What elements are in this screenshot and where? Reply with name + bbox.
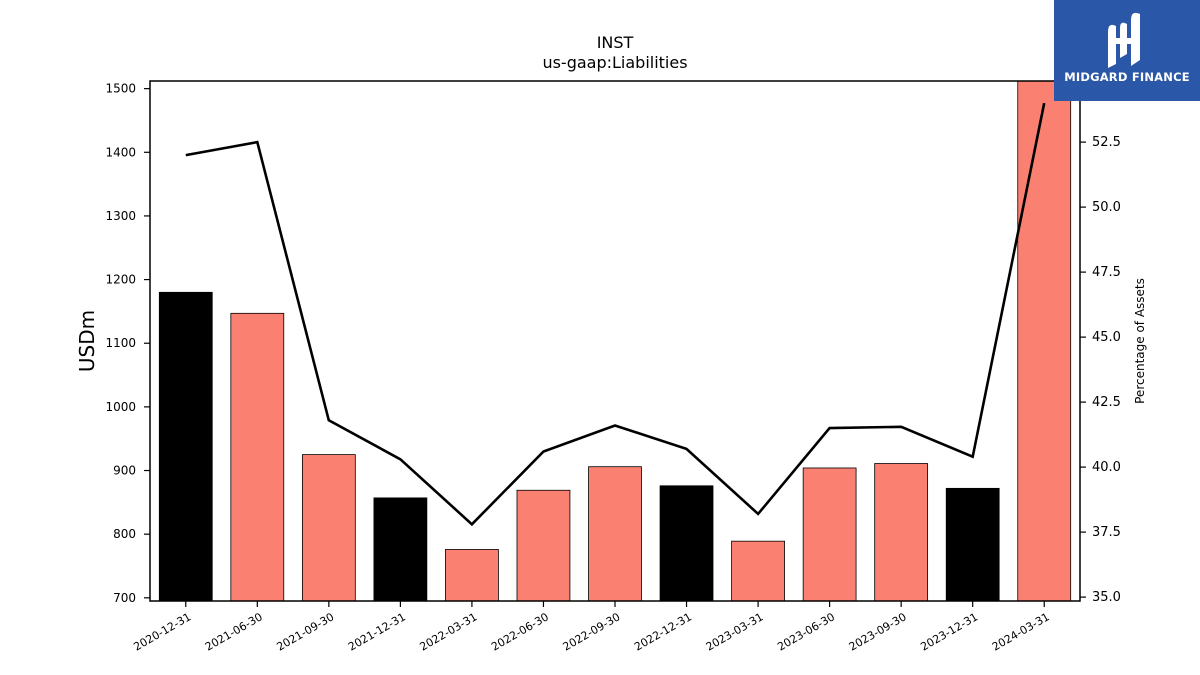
y2-tick-label: 35.0	[1092, 590, 1121, 605]
x-tick-label: 2023-06-30	[775, 610, 837, 653]
y-tick-label: 800	[113, 527, 136, 541]
brand-logo: MIDGARD FINANCE	[1054, 0, 1200, 101]
y2-tick-label: 45.0	[1092, 330, 1121, 345]
y2-tick-label: 37.5	[1092, 525, 1121, 540]
y2-tick-label: 50.0	[1092, 200, 1121, 215]
y2-tick-label: 40.0	[1092, 460, 1121, 475]
bar-2023-09-30	[874, 463, 929, 602]
bar-group	[158, 80, 1072, 602]
y-tick-label: 900	[113, 464, 136, 478]
bar-2021-09-30	[301, 454, 356, 602]
x-tick-label: 2022-03-31	[418, 610, 480, 653]
x-tick-label: 2021-12-31	[346, 610, 408, 653]
chart-subtitle: us-gaap:Liabilities	[542, 53, 687, 72]
y-tick-label: 1500	[105, 82, 136, 96]
bar-2024-03-31	[1017, 80, 1072, 602]
bar-2022-03-31	[445, 549, 499, 602]
x-tick-label: 2022-06-30	[489, 610, 551, 653]
y2-tick-label: 42.5	[1092, 395, 1121, 410]
x-tick-label: 2023-09-30	[847, 610, 909, 653]
y-tick-label: 1100	[105, 336, 136, 350]
bar-2021-12-31	[373, 497, 428, 602]
bar-2023-06-30	[802, 467, 857, 602]
y-axis-left: 700 800 900 1000 1100 1200 1300 1400 1500	[105, 82, 150, 605]
y-axis-label-right: Percentage of Assets	[1133, 278, 1147, 404]
x-tick-label: 2022-12-31	[632, 610, 694, 653]
chart-title: INST	[597, 33, 634, 52]
x-tick-label: 2020-12-31	[131, 610, 193, 653]
y-axis-label-left: USDm	[75, 310, 99, 372]
bar-2023-03-31	[731, 540, 785, 602]
logo-text: MIDGARD FINANCE	[1064, 70, 1190, 84]
x-tick-label: 2021-09-30	[274, 610, 336, 653]
x-tick-label: 2022-09-30	[561, 610, 623, 653]
y-tick-label: 1400	[105, 145, 136, 159]
bar-2020-12-31	[158, 291, 213, 602]
plot-frame	[149, 80, 1081, 602]
x-tick-label: 2021-06-30	[203, 610, 265, 653]
bar-2022-09-30	[588, 466, 642, 602]
y-axis-right: 35.0 37.5 40.0 42.5 45.0 47.5 50.0 52.5	[1080, 135, 1121, 605]
y-tick-label: 1300	[105, 209, 136, 223]
bar-2021-06-30	[230, 312, 285, 602]
bar-2023-12-31	[945, 487, 1000, 602]
bar-2022-12-31	[659, 485, 714, 602]
logo-mark-icon	[1108, 12, 1140, 68]
y-tick-label: 700	[113, 591, 136, 605]
y2-tick-label: 52.5	[1092, 135, 1121, 150]
series-line	[185, 102, 1046, 527]
y-tick-label: 1200	[105, 273, 136, 287]
bar-2022-06-30	[516, 489, 571, 602]
y2-tick-label: 47.5	[1092, 265, 1121, 280]
x-tick-label: 2024-03-31	[990, 610, 1052, 653]
y-tick-label: 1000	[105, 400, 136, 414]
line-group	[185, 102, 1046, 527]
x-axis: 2020-12-31 2021-06-30 2021-09-30 2021-12-31…	[131, 601, 1052, 654]
x-tick-label: 2023-03-31	[704, 610, 766, 653]
x-tick-label: 2023-12-31	[918, 610, 980, 653]
